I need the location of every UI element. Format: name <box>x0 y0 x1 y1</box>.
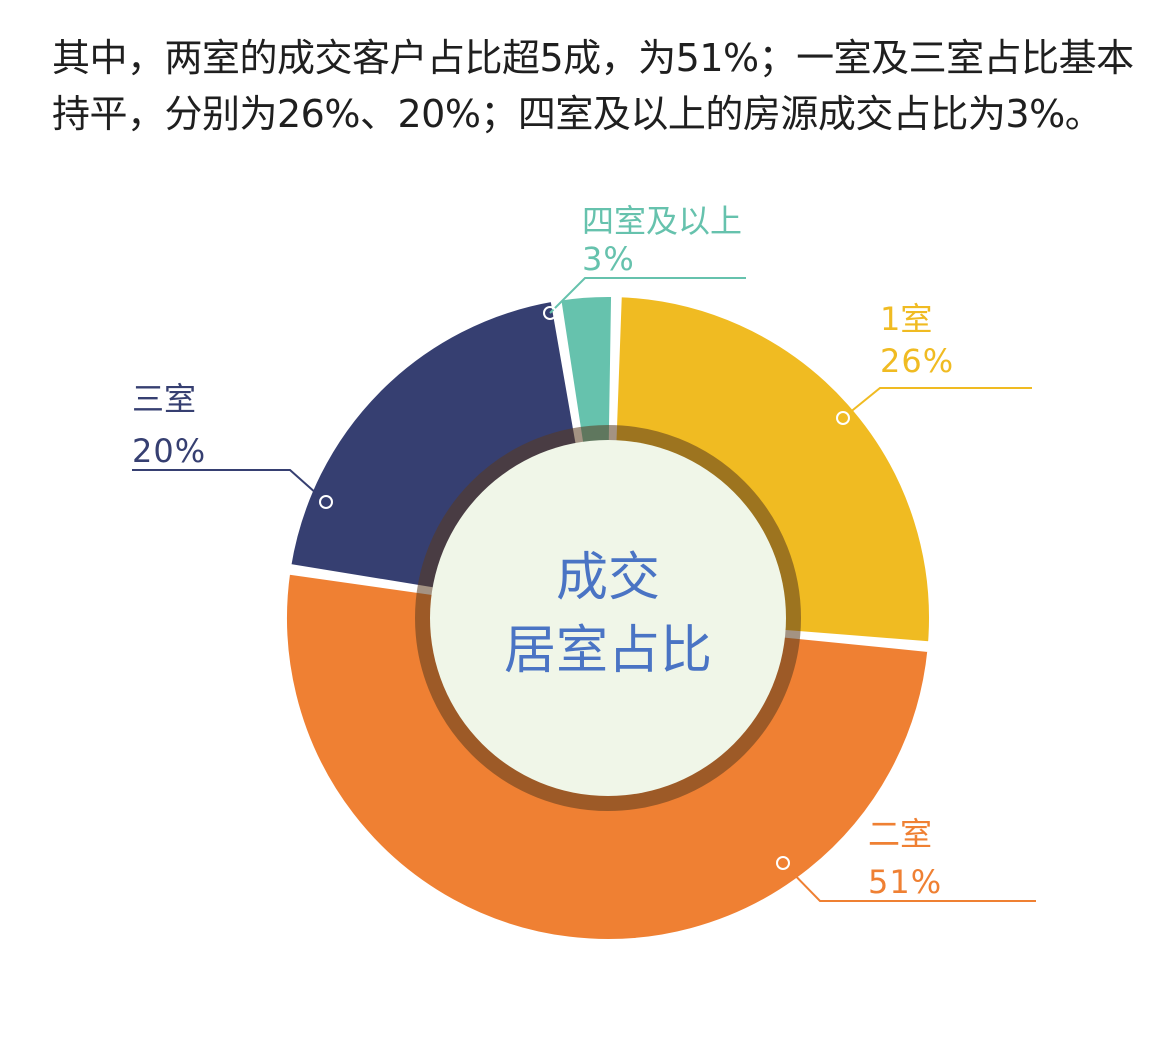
leader-line-0 <box>842 387 1032 419</box>
leader-line-3 <box>549 277 746 314</box>
slice-value-label-2: 20% <box>132 432 206 470</box>
slice-category-label-1: 二室 <box>868 815 932 853</box>
center-label-line-1: 成交 <box>556 548 660 608</box>
intro-text: 其中，两室的成交客户占比超5成，为51%；一室及三室占比基本 持平，分别为26%… <box>52 30 1134 142</box>
slice-category-label-2: 三室 <box>132 380 196 418</box>
intro-line-1: 其中，两室的成交客户占比超5成，为51%；一室及三室占比基本 <box>52 36 1134 80</box>
leader-marker-2 <box>319 495 333 509</box>
inner-shadow-ring <box>415 425 801 811</box>
leader-line-2 <box>132 469 327 503</box>
slice-value-label-0: 26% <box>880 342 954 380</box>
leader-line-1 <box>782 862 1036 902</box>
center-circle <box>430 440 786 796</box>
center-label-line-2: 居室占比 <box>504 621 712 681</box>
slice-value-label-1: 51% <box>868 863 942 901</box>
slice-category-label-3: 四室及以上 <box>582 202 742 240</box>
slice-value-label-3: 3% <box>582 240 635 278</box>
leader-marker-1 <box>776 856 790 870</box>
slice-category-label-0: 1室 <box>880 300 932 338</box>
leader-marker-3 <box>543 306 557 320</box>
leader-marker-0 <box>836 411 850 425</box>
intro-line-2: 持平，分别为26%、20%；四室及以上的房源成交占比为3%。 <box>52 92 1103 136</box>
